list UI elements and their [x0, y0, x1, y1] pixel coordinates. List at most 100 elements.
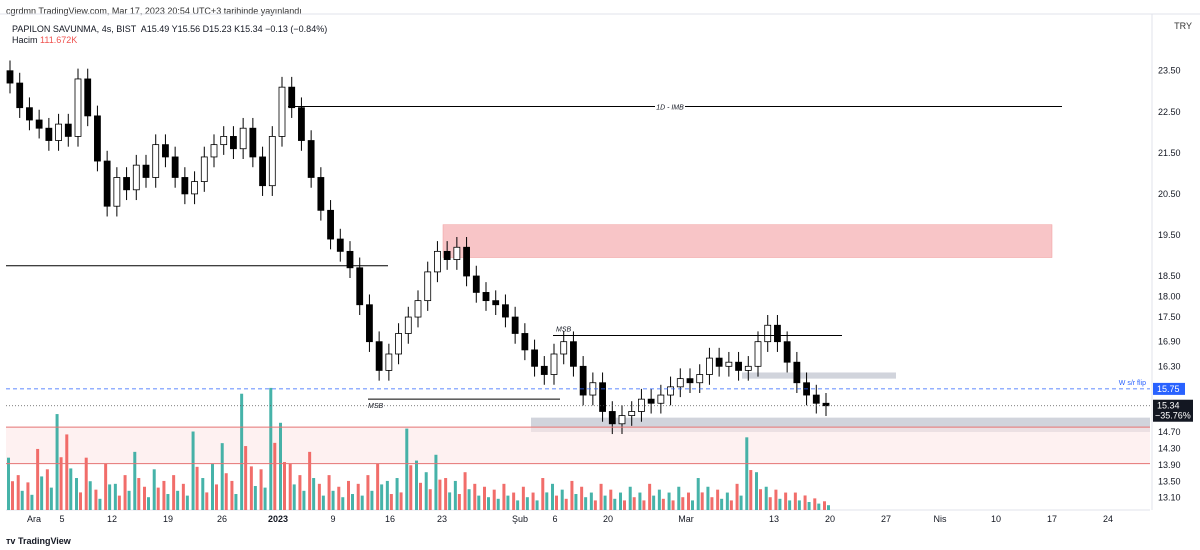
time-axis[interactable]: Ara 5 12 19 26 2023 9 16 23 Şub 6 20 Mar 13 20 27 Nis 10 1… [27, 514, 1113, 524]
candle-body [608, 411, 616, 425]
candle-body [74, 78, 82, 137]
volume-bar [764, 486, 768, 510]
candle-body [152, 144, 160, 178]
candle-body [45, 127, 53, 141]
volume-bar [525, 497, 529, 510]
candle-body [570, 341, 577, 367]
volume-bar [774, 489, 778, 510]
volume-bar [788, 500, 792, 510]
volume-bar [172, 475, 176, 510]
volume-bar [152, 469, 156, 510]
y-tick-label: 17.50 [1158, 312, 1181, 322]
candle-body [239, 127, 247, 150]
candle-body [783, 341, 791, 363]
last-price-text: 15.34 [1157, 401, 1180, 411]
candle-body [375, 341, 383, 371]
volume-bar [156, 487, 160, 510]
candle-body [113, 177, 121, 207]
volume-bar [502, 483, 506, 510]
candle-body [327, 209, 334, 240]
volume-bar [516, 500, 520, 510]
volume-bar [419, 482, 422, 510]
volume-bar [638, 492, 642, 510]
symbol-name[interactable]: PAPILON SAVUNMA, 4s, BIST [12, 24, 137, 34]
volume-bar [269, 387, 273, 510]
volume-bar [351, 494, 354, 510]
volume-bar [317, 483, 321, 510]
x-tick-label: 6 [552, 514, 557, 524]
candle-body [638, 398, 645, 412]
candle-body [793, 361, 801, 384]
symbol-legend[interactable]: PAPILON SAVUNMA, 4s, BIST A15.49 Y15.56 … [12, 24, 327, 34]
footer-brand: TradingView [17, 536, 71, 546]
candle-body [259, 156, 266, 187]
y-tick-label: 18.00 [1158, 292, 1181, 302]
volume-bar [716, 489, 720, 510]
candle-body [735, 361, 742, 371]
candle-body [356, 267, 364, 306]
y-tick-label: 13.10 [1158, 493, 1181, 503]
volume-bar [827, 505, 830, 510]
candle-body [502, 304, 509, 318]
volume-bar [473, 483, 477, 510]
candle-body [754, 341, 762, 367]
volume-bar [589, 492, 593, 510]
x-tick-label: 17 [1047, 514, 1057, 524]
volume-bar [40, 476, 44, 510]
y-tick-label: 18.50 [1158, 271, 1181, 281]
y-tick-label: 16.90 [1158, 337, 1181, 347]
ohlc-values: A15.49 Y15.56 D15.23 K15.34 −0.13 (−0.84… [140, 24, 328, 34]
y-tick-label: 21.50 [1158, 148, 1181, 158]
candle-body [686, 378, 694, 384]
volume-bar [623, 500, 626, 510]
candle-body [812, 394, 820, 404]
volume-bar [521, 486, 525, 510]
volume-bar [463, 472, 467, 510]
volume-bar [671, 500, 675, 510]
volume-bar [700, 492, 704, 510]
volume-bar [453, 480, 457, 510]
volume-bar [79, 492, 82, 510]
x-tick-label: Mar [678, 514, 694, 524]
candle-body [434, 250, 441, 273]
volume-bar [185, 495, 189, 510]
volume-bar [570, 480, 574, 510]
volume-bar [652, 495, 656, 510]
candle-body [268, 136, 276, 187]
volume-bar [531, 492, 535, 510]
candle-body [230, 136, 237, 150]
volume-bar [30, 494, 34, 510]
volume-bar [356, 483, 360, 510]
volume-bar [84, 457, 88, 510]
volume-bar [117, 495, 121, 510]
candle-body [132, 164, 140, 191]
levels: 1D - IMB MSB MSB W s/r flip [6, 102, 1150, 465]
volume-bar [444, 478, 448, 510]
volume-bar [541, 478, 545, 510]
msb-upper-label: MSB [556, 327, 572, 334]
candle-body [366, 304, 373, 343]
candle-body [424, 271, 432, 302]
candle-body [395, 333, 402, 355]
volume-bar [560, 489, 564, 510]
volume-bar [720, 498, 724, 510]
candle-body [521, 333, 529, 351]
candle-body [249, 127, 257, 158]
volume-bar [691, 500, 694, 510]
candle-body [298, 107, 305, 141]
volume-legend[interactable]: Hacim 111.672K [12, 35, 77, 45]
volume-bar [11, 481, 14, 510]
candle-body [472, 275, 480, 293]
volume-bar [302, 490, 306, 510]
candle-body [162, 144, 169, 158]
volume-bar [584, 497, 588, 510]
volume-bar [283, 462, 286, 510]
flip-label: W s/r flip [1119, 380, 1146, 387]
volume-bar [628, 486, 632, 510]
volume-bar [104, 463, 108, 510]
candle-body [540, 365, 548, 375]
tradingview-logo: ᴛᴠ TradingView [6, 536, 71, 546]
volume-bar [143, 486, 146, 510]
price-axis[interactable]: 23.50 22.50 21.50 20.50 19.50 18.50 18.00 17.50… [1153, 66, 1193, 503]
